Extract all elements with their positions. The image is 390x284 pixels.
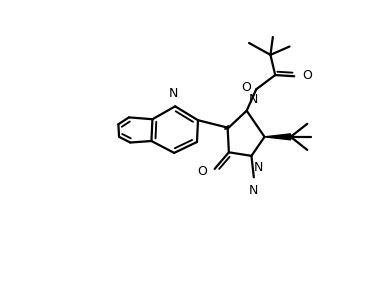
Text: O: O — [302, 69, 312, 82]
Text: N: N — [254, 161, 263, 174]
Text: O: O — [197, 165, 207, 178]
Polygon shape — [264, 134, 291, 140]
Text: N: N — [168, 87, 178, 101]
Text: O: O — [241, 81, 251, 94]
Polygon shape — [225, 125, 229, 129]
Text: N: N — [249, 184, 259, 197]
Text: N: N — [249, 93, 258, 106]
